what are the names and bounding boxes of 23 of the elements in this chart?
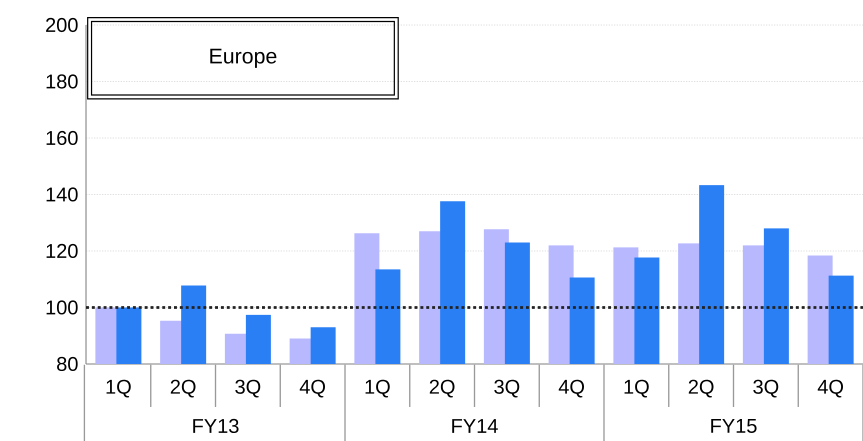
x-tick-label: 3Q xyxy=(494,380,520,398)
y-tick-label: 120 xyxy=(46,244,78,258)
x-tick-label: 4Q xyxy=(818,380,844,398)
x-tick-label: 1Q xyxy=(106,380,131,398)
text: FY14 xyxy=(452,419,498,433)
y-tick-label: 180 xyxy=(46,74,78,89)
x-tick-label: 2Q xyxy=(430,380,455,398)
x-tick-label: 2Q xyxy=(688,380,714,398)
y-tick-label: 100 xyxy=(46,300,78,315)
text: FY15 xyxy=(711,419,757,433)
text: FY13 xyxy=(193,418,239,434)
text: Europe xyxy=(210,48,276,68)
y-tick-label: 80 xyxy=(57,356,78,372)
x-tick-label: 4Q xyxy=(558,380,584,398)
x-tick-label: 3Q xyxy=(753,380,778,398)
x-tick-label: 2Q xyxy=(170,380,196,398)
y-tick-label: 160 xyxy=(46,130,78,146)
y-tick-label: 200 xyxy=(46,18,78,32)
x-tick-label: 4Q xyxy=(300,380,326,398)
y-tick-label: 140 xyxy=(46,187,78,202)
x-tick-label: 1Q xyxy=(624,380,649,398)
x-tick-label: 3Q xyxy=(235,380,260,398)
x-tick-label: 1Q xyxy=(366,380,390,398)
